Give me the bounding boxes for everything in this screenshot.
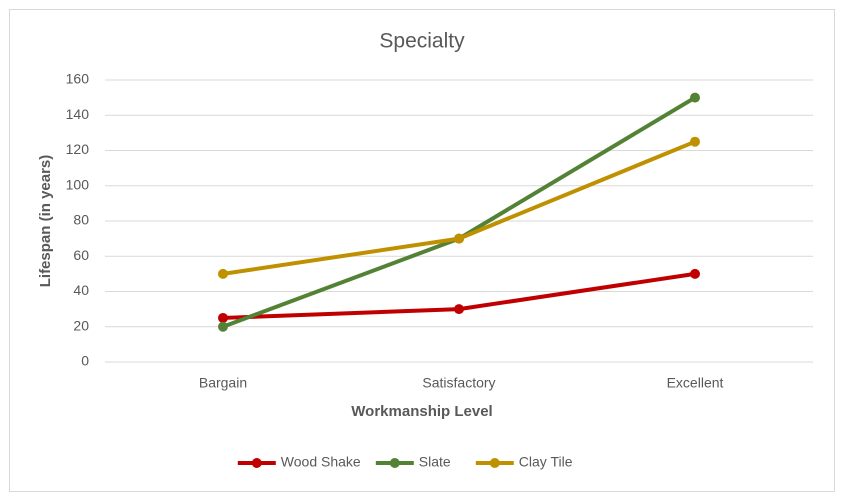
y-tick-label: 60 (73, 247, 89, 263)
y-tick-label: 40 (73, 282, 89, 298)
data-point (690, 92, 700, 103)
legend-marker (251, 458, 262, 468)
data-point (454, 233, 464, 244)
y-tick-label: 160 (66, 71, 90, 87)
x-tick-label: Satisfactory (422, 375, 495, 391)
data-point (218, 312, 228, 323)
legend-label: Slate (419, 454, 451, 470)
y-tick-label: 140 (66, 106, 90, 122)
legend-marker (389, 458, 400, 468)
x-axis-label: Workmanship Level (351, 403, 492, 420)
chart-title: Specialty (379, 30, 465, 53)
y-tick-label: 20 (73, 317, 89, 333)
y-axis-label: Lifespan (in years) (37, 155, 54, 288)
data-point (690, 268, 700, 279)
data-point (690, 136, 700, 147)
x-tick-label: Bargain (199, 375, 247, 391)
x-tick-label: Excellent (667, 375, 724, 391)
data-point (218, 321, 228, 332)
legend-marker (489, 458, 500, 468)
legend-label: Wood Shake (281, 454, 361, 470)
y-tick-label: 100 (66, 176, 90, 192)
data-point (218, 268, 228, 279)
y-tick-label: 80 (73, 212, 89, 228)
y-tick-label: 0 (81, 353, 89, 369)
y-tick-label: 120 (66, 141, 90, 157)
data-point (454, 304, 464, 315)
legend-label: Clay Tile (519, 454, 573, 470)
